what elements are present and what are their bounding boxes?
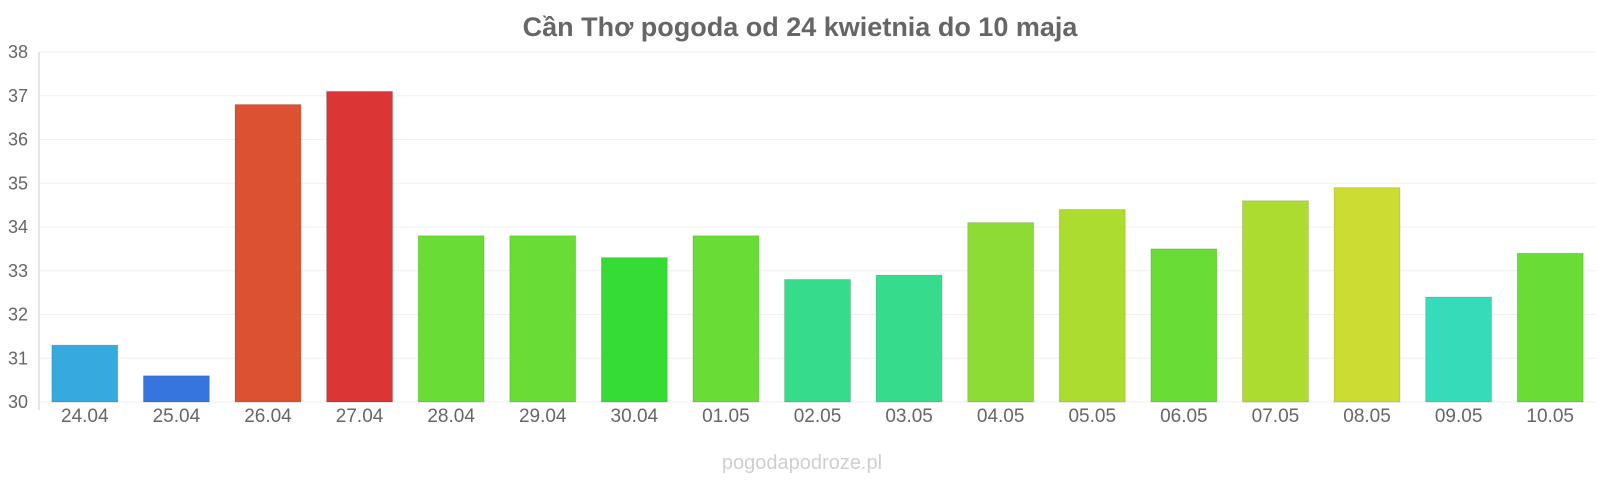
bar-10.05	[1516, 252, 1584, 403]
bar-04.05	[967, 222, 1035, 403]
bar-26.04	[234, 104, 302, 403]
bar-09.05	[1425, 296, 1493, 403]
x-tick-label: 27.04	[336, 406, 384, 427]
bar-28.04	[417, 235, 485, 403]
bar-05.05	[1058, 209, 1126, 403]
bar-08.05	[1333, 187, 1401, 403]
x-tick-label: 09.05	[1435, 406, 1483, 427]
x-tick-label: 03.05	[885, 406, 933, 427]
x-tick-label: 26.04	[244, 406, 292, 427]
y-tick-label: 37	[8, 86, 28, 106]
x-tick-label: 25.04	[153, 406, 201, 427]
watermark: pogodapodroze.pl	[722, 452, 882, 474]
bars	[51, 90, 1584, 403]
bar-01.05	[692, 235, 760, 403]
bar-06.05	[1150, 248, 1218, 403]
bar-07.05	[1241, 200, 1309, 403]
x-tick-label: 07.05	[1252, 406, 1300, 427]
x-tick-label: 30.04	[611, 406, 659, 427]
y-tick-label: 33	[8, 261, 28, 281]
x-tick-label: 08.05	[1343, 406, 1391, 427]
y-tick-label: 32	[8, 305, 28, 325]
y-tick-label: 30	[8, 392, 28, 412]
bar-25.04	[142, 375, 210, 403]
x-tick-label: 06.05	[1160, 406, 1208, 427]
chart-title: Cần Thơ pogoda od 24 kwietnia do 10 maja	[523, 12, 1079, 42]
y-tick-label: 34	[8, 217, 28, 237]
x-axis-ticks: 24.04 25.04 26.04 27.04 28.04 29.04 30.04 01.05…	[61, 406, 1574, 427]
bar-03.05	[875, 274, 943, 403]
y-tick-label: 36	[8, 130, 28, 150]
x-tick-label: 10.05	[1526, 406, 1574, 427]
x-tick-label: 02.05	[794, 406, 842, 427]
x-tick-label: 24.04	[61, 406, 109, 427]
bar-29.04	[509, 235, 577, 403]
y-axis-ticks: 30 31 32 33 34 35 36 37 38	[8, 42, 28, 412]
x-tick-label: 04.05	[977, 406, 1025, 427]
x-tick-label: 28.04	[427, 406, 475, 427]
bar-24.04	[51, 344, 119, 403]
bar-27.04	[326, 90, 394, 403]
y-tick-label: 35	[8, 173, 28, 193]
y-tick-label: 31	[8, 348, 28, 368]
y-tick-label: 38	[8, 42, 28, 62]
bar-02.05	[784, 279, 851, 403]
bar-30.04	[600, 257, 668, 403]
x-tick-label: 29.04	[519, 406, 567, 427]
x-tick-label: 01.05	[702, 406, 750, 427]
x-tick-label: 05.05	[1068, 406, 1116, 427]
